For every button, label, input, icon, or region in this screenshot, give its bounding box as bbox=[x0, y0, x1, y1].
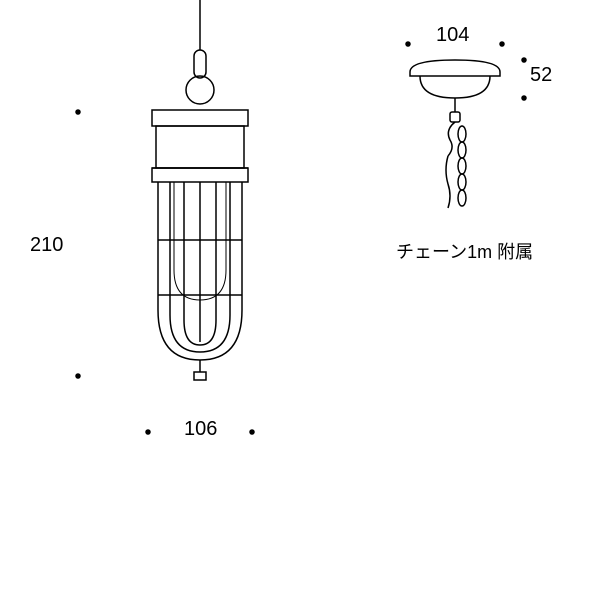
dim-canopy-width: 104 bbox=[436, 24, 469, 47]
dim-lamp-height: 210 bbox=[30, 234, 63, 257]
chain-note: チェーン1m 附属 bbox=[396, 238, 533, 264]
dim-canopy-height: 52 bbox=[530, 64, 552, 87]
dim-lamp-width: 106 bbox=[184, 418, 217, 441]
